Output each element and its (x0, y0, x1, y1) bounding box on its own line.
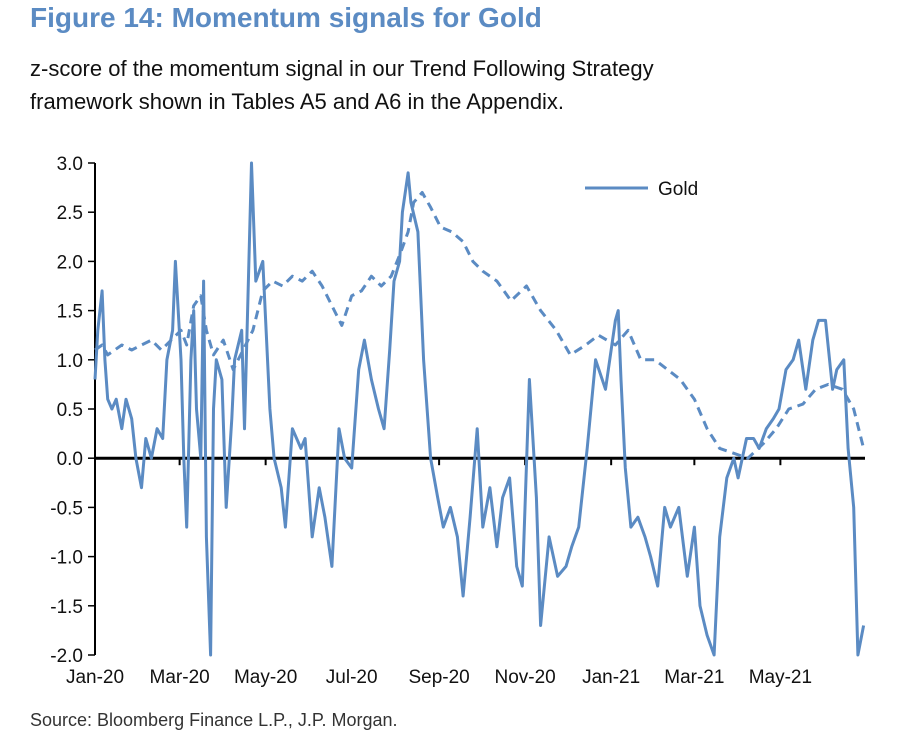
figure-title: Figure 14: Momentum signals for Gold (30, 2, 542, 33)
x-tick-label: Nov-20 (495, 667, 556, 688)
y-tick-label: 0.5 (57, 400, 83, 421)
x-tick-label: Sep-20 (408, 667, 469, 688)
momentum-chart: -2.0 -1.5 -1.0 -0.5 0.0 0.5 1.0 1.5 2.0 2.5 3.0 Jan… (50, 154, 866, 688)
y-tick-label: 3.0 (57, 154, 83, 175)
gold-series-line (93, 161, 866, 657)
y-tick-label: -1.5 (50, 597, 83, 618)
figure-subtitle-line: framework shown in Tables A5 and A6 in t… (30, 89, 565, 114)
figure-subtitle-line: z-score of the momentum signal in our Tr… (30, 56, 654, 81)
x-tick-label: Jan-21 (582, 667, 640, 688)
dashed-signal-line (94, 191, 866, 460)
y-tick-label: 2.5 (57, 203, 83, 224)
x-tick-label: Jul-20 (326, 667, 378, 688)
x-tick-label: May-20 (234, 667, 297, 688)
x-tick-label: Mar-20 (150, 667, 210, 688)
y-tick-label: 1.5 (57, 302, 83, 323)
figure-subtitle: z-score of the momentum signal in our Tr… (30, 52, 870, 118)
x-tick-label: Mar-21 (664, 667, 724, 688)
source-note: Source: Bloomberg Finance L.P., J.P. Mor… (30, 710, 398, 730)
y-tick-label: 2.0 (57, 252, 83, 273)
x-tick-label: Jan-20 (66, 667, 124, 688)
y-tick-label: 0.0 (57, 449, 83, 470)
y-tick-label: 1.0 (57, 351, 83, 372)
y-tick-label: -1.0 (50, 548, 83, 569)
legend-label: Gold (658, 179, 698, 200)
x-tick-label: May-21 (749, 667, 812, 688)
y-tick-label: -2.0 (50, 646, 83, 667)
y-tick-label: -0.5 (50, 498, 83, 519)
